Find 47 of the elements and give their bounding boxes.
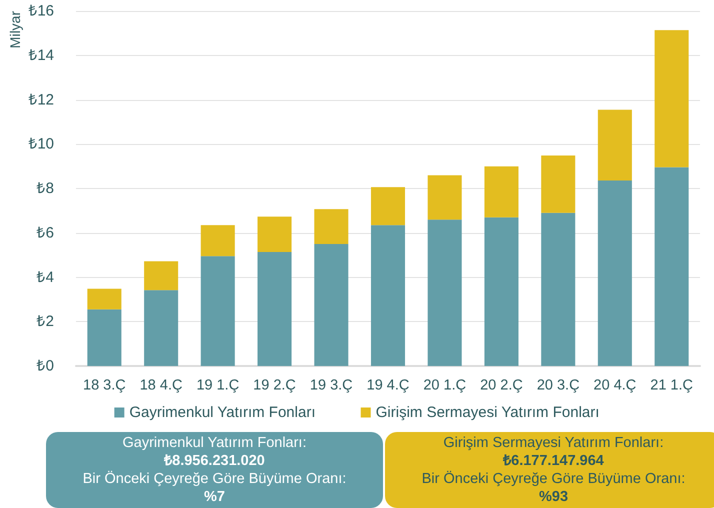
x-tick-label: 20 4.Ç [594,378,636,394]
y-tick-label: ₺6 [36,224,54,242]
bar [598,110,632,181]
x-tick-label: 19 2.Ç [253,378,296,394]
bar [200,225,235,256]
x-tick-label: 19 4.Ç [366,378,410,394]
y-tick-label: ₺8 [36,180,54,197]
legend-label: Gayrimenkul Yatırım Fonları [129,404,316,421]
bar [314,209,348,244]
bar [314,244,348,366]
x-tick-label: 20 1.Ç [423,378,466,394]
bar [541,155,576,213]
bar [598,180,632,366]
bar [370,187,406,226]
bar [144,290,178,366]
text: Girişim Sermayesi Yatırım Fonları: ₺6.177.147.964 Bir Önceki Çeyreğe Göre Büyüme Oranı: %93 [385,434,714,506]
y-tick-label: ₺10 [28,136,54,153]
x-tick-label: 19 1.Ç [196,378,240,394]
bar [428,220,462,366]
bar [87,309,122,366]
bar [144,261,178,290]
x-tick-label: 19 3.Ç [310,378,353,394]
bar [87,288,122,310]
bar [484,166,518,218]
y-tick-label: ₺0 [36,358,54,374]
bar [541,212,576,366]
y-tick-label: ₺12 [28,91,54,108]
text: Gayrimenkul Yatırım Fonları: ₺8.956.231.020 Bir Önceki Çeyreğe Göre Büyüme Oranı: %7 [46,434,383,506]
bar [370,225,406,366]
bar [258,216,292,252]
y-tick-label: ₺14 [28,46,54,64]
bar [258,252,292,366]
x-tick-label: 18 4.Ç [140,378,182,394]
x-tick-label: 20 3.Ç [536,378,580,394]
y-tick-label: ₺4 [36,268,54,286]
x-tick-label: 20 2.Ç [480,378,523,394]
bar [200,256,235,366]
y-axis-title: Milyar [7,10,23,48]
bar [484,217,518,366]
x-tick-label: 18 3.Ç [82,378,126,394]
x-tick-label: 21 1.Ç [650,378,694,394]
legend-label: Girişim Sermayesi Yatırım Fonları [376,404,600,421]
bar [654,30,689,168]
y-tick-label: ₺2 [36,313,54,330]
bar [654,167,689,366]
bar [428,175,462,220]
y-tick-label: ₺16 [28,2,54,20]
